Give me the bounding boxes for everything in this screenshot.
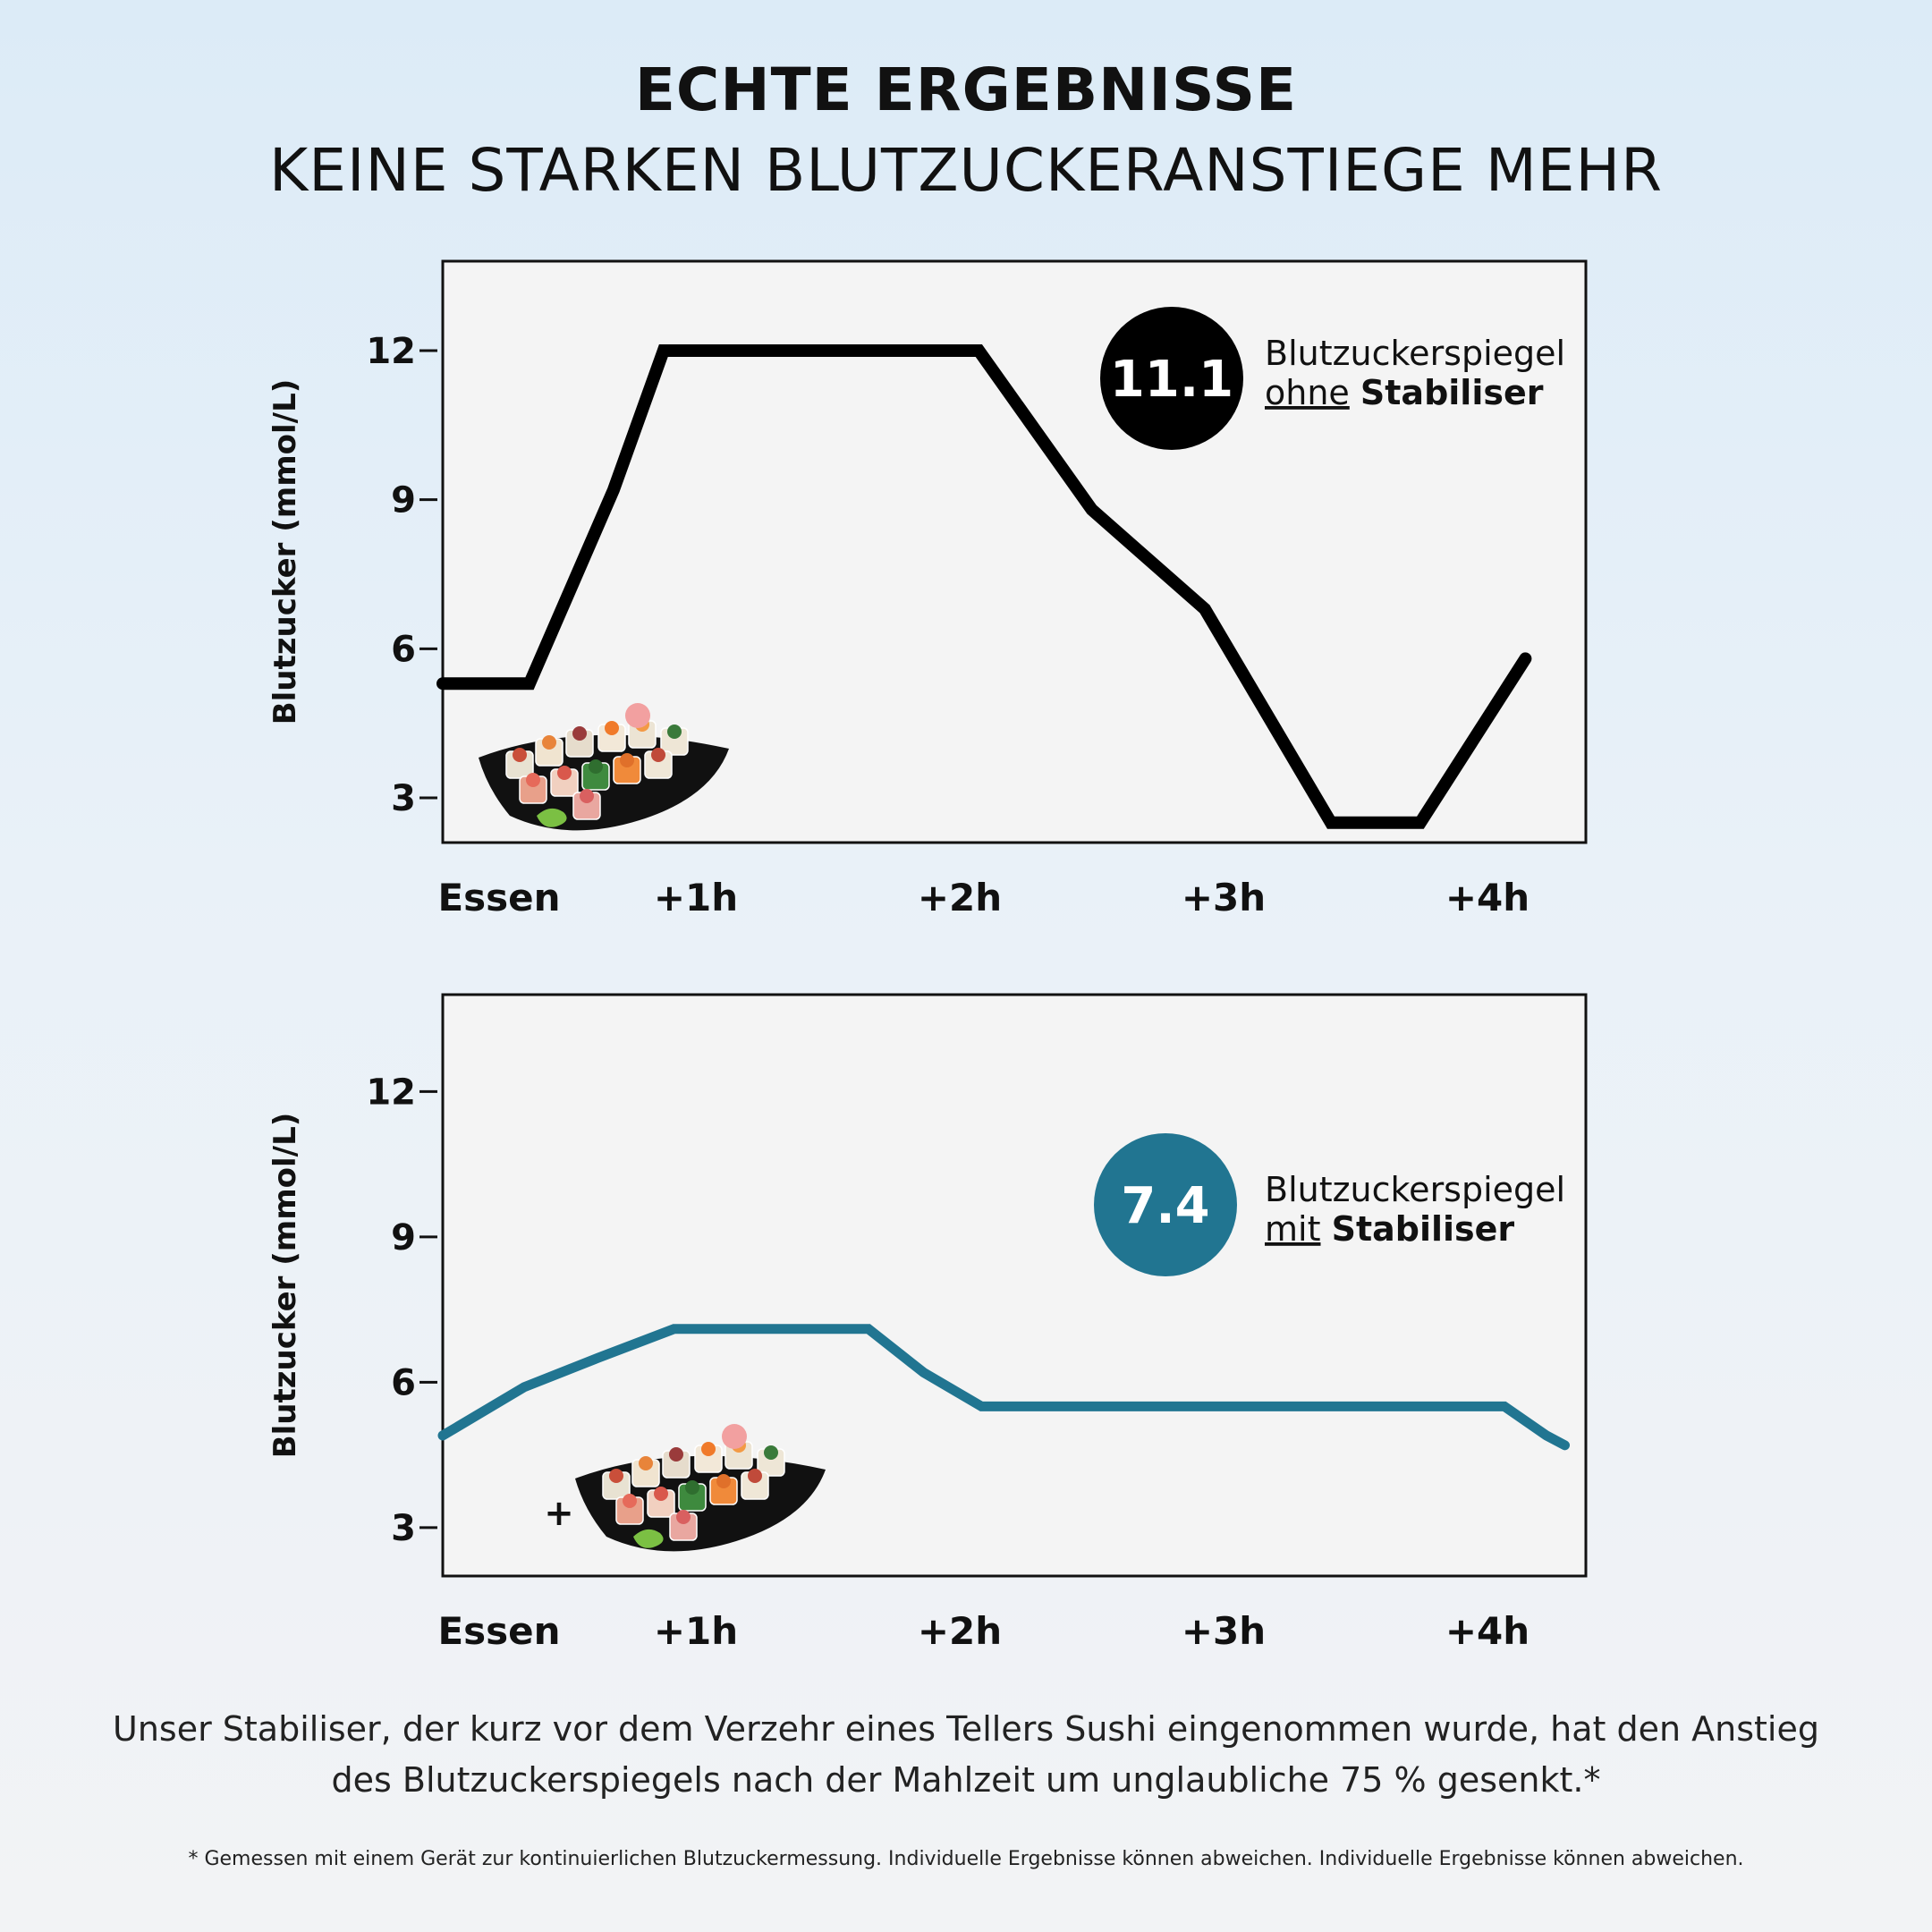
ginger (722, 1424, 747, 1449)
sushi-topping (701, 1442, 716, 1456)
sushi-topping (669, 1447, 683, 1462)
value-badge (1100, 307, 1243, 450)
sushi-image (575, 1424, 826, 1552)
x-tick-label: +2h (918, 1609, 1002, 1653)
sushi-plate-icon (575, 1424, 826, 1552)
sushi-topping (557, 766, 572, 780)
badge-note-line1: Blutzuckerspiegel (1265, 334, 1565, 373)
x-tick-label: +2h (918, 876, 1002, 919)
page-title: ECHTE ERGEBNISSE (634, 55, 1298, 124)
sushi-topping (623, 1494, 637, 1508)
sushi-topping (513, 748, 527, 762)
sushi-topping (748, 1469, 762, 1483)
sushi-topping (716, 1474, 731, 1488)
chart-with-stabiliser: Blutzucker (mmol/L) 3 6 9 12 Essen +1h +2h +3h +4… (267, 993, 1588, 1653)
x-tick-label: Essen (437, 1609, 560, 1653)
x-tick-label: +3h (1182, 1609, 1266, 1653)
badge-note-bold: Stabiliser (1332, 1209, 1515, 1249)
y-tick-label: 9 (391, 1217, 416, 1258)
x-tick-label: Essen (437, 876, 560, 919)
y-tick-label: 9 (391, 480, 416, 521)
sushi-topping (542, 735, 556, 750)
sushi-plate-icon (479, 703, 729, 831)
sushi-topping (609, 1469, 623, 1483)
y-tick-label: 6 (391, 629, 416, 670)
sushi-topping (667, 724, 682, 739)
y-tick-label: 3 (391, 1508, 416, 1549)
series-line (437, 1324, 1570, 1451)
y-tick-label: 12 (366, 331, 416, 372)
badge-note-space (1320, 1209, 1331, 1249)
plus-sign: + (544, 1493, 574, 1534)
sushi-topping (676, 1510, 691, 1524)
value-badge-label: 7.4 (1121, 1177, 1209, 1235)
x-tick-label: +1h (654, 1609, 738, 1653)
ginger (625, 703, 650, 728)
x-tick-label: +4h (1445, 1609, 1530, 1653)
badge-note-bold: Stabiliser (1360, 373, 1544, 412)
x-tick-label: +3h (1182, 876, 1266, 919)
sushi-topping (654, 1487, 668, 1501)
series-line (436, 344, 1532, 829)
sushi-topping (620, 753, 634, 767)
footnote-text: * Gemessen mit einem Gerät zur kontinuie… (188, 1848, 1744, 1870)
y-tick-label: 12 (366, 1072, 416, 1113)
sushi-topping (639, 1456, 653, 1470)
y-tick-label: 6 (391, 1362, 416, 1403)
x-tick-label: +4h (1445, 876, 1530, 919)
badge-note-line2: mit Stabiliser (1265, 1209, 1514, 1249)
y-axis-label: Blutzucker (mmol/L) (267, 379, 303, 725)
badge-note-line2: ohne Stabiliser (1265, 373, 1544, 412)
sushi-topping (605, 721, 619, 735)
y-axis-label: Blutzucker (mmol/L) (267, 1113, 303, 1459)
y-tick-label: 3 (391, 778, 416, 819)
wasabi (537, 808, 567, 827)
wasabi (633, 1529, 664, 1548)
sushi-topping (589, 759, 603, 774)
sushi-topping (685, 1480, 699, 1495)
value-badge (1094, 1133, 1237, 1276)
sushi-topping (572, 726, 587, 741)
badge-note-underlined: ohne (1265, 373, 1350, 412)
value-badge-label: 11.1 (1110, 351, 1233, 409)
sushi-topping (526, 773, 540, 787)
badge-note-line1: Blutzuckerspiegel (1265, 1170, 1565, 1209)
badge-note-underlined: mit (1265, 1209, 1320, 1249)
badge-note-space (1350, 373, 1360, 412)
sushi-image (479, 703, 729, 831)
sushi-topping (651, 748, 665, 762)
x-tick-label: +1h (654, 876, 738, 919)
chart-without-stabiliser: Blutzucker (mmol/L) 3 6 9 12 Essen +1h +2h +3h +4… (267, 259, 1588, 919)
caption-text: Unser Stabiliser, der kurz vor dem Verze… (113, 1709, 1819, 1800)
sushi-topping (764, 1445, 778, 1460)
sushi-topping (580, 789, 594, 803)
page-subtitle: KEINE STARKEN BLUTZUCKERANSTIEGE MEHR (269, 136, 1663, 205)
